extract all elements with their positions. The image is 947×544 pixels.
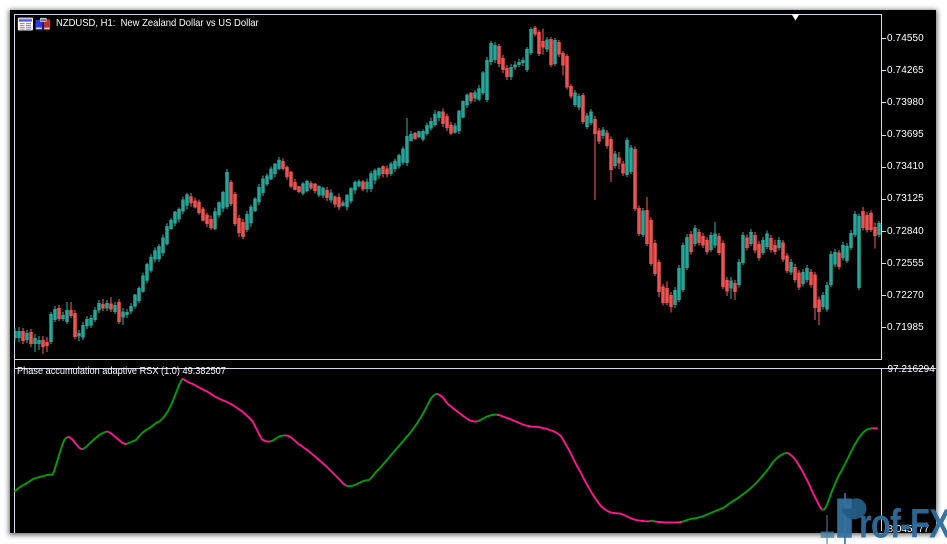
- svg-text:rof-FX: rof-FX: [859, 500, 947, 544]
